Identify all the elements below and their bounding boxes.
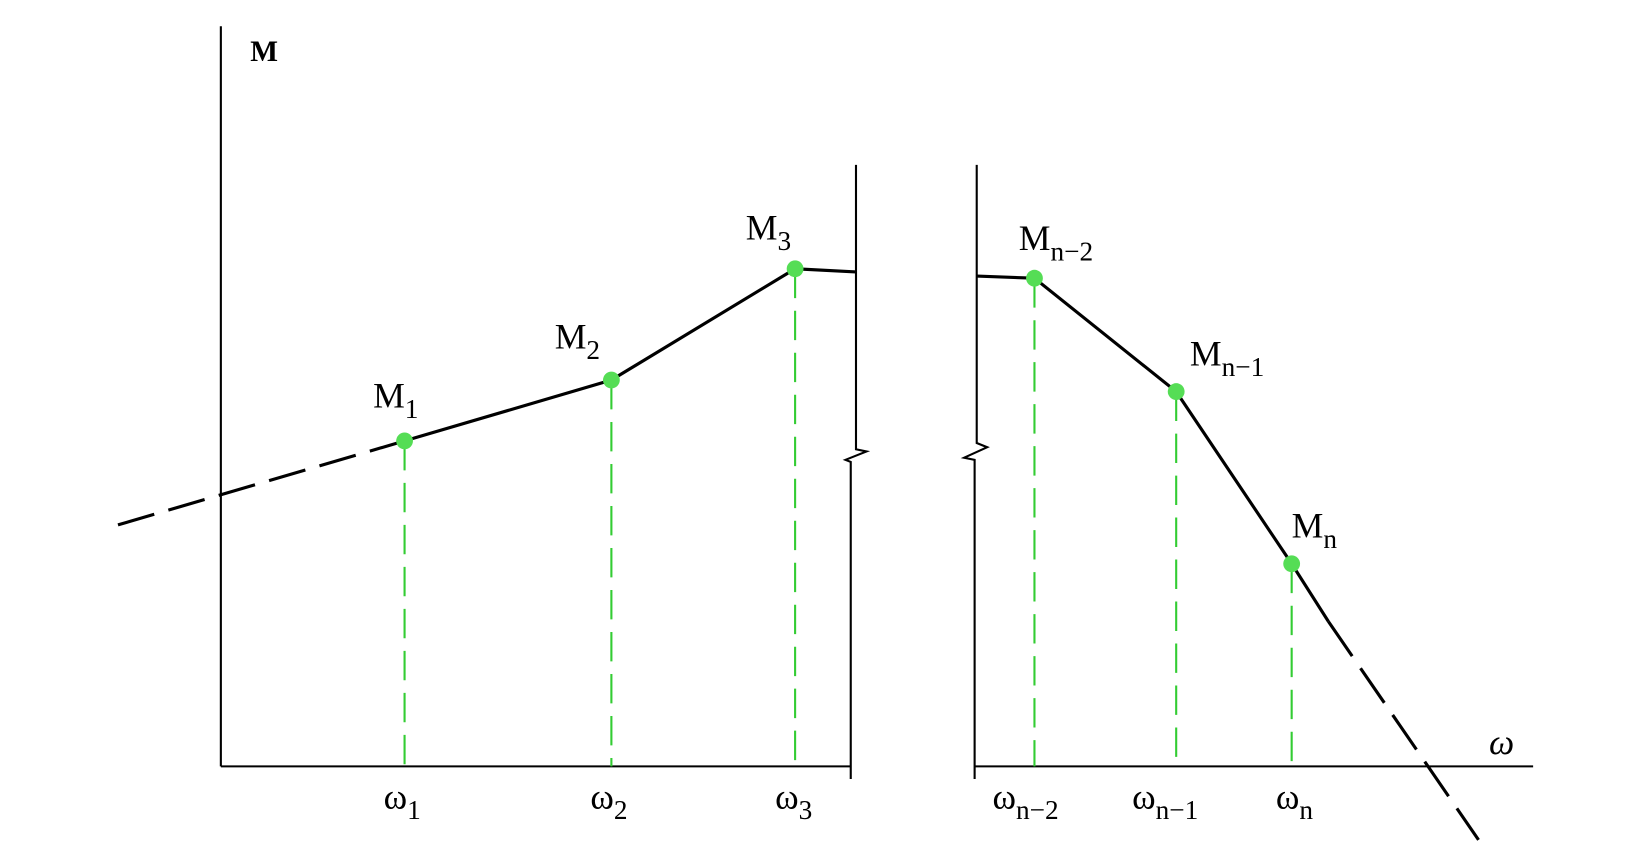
omega-label: ω2 [590, 776, 627, 824]
point-label-sub: n−1 [1222, 352, 1265, 382]
omega-label-sub: 2 [614, 795, 628, 825]
break-left [842, 164, 871, 779]
axes [219, 26, 1534, 779]
omega-label-sub: n−1 [1156, 795, 1199, 825]
break-right [960, 164, 990, 779]
curve [117, 267, 1480, 841]
point-label-sub: 2 [586, 335, 600, 365]
point [786, 260, 804, 278]
omega-label-base: ω [1132, 776, 1156, 816]
point [1026, 269, 1043, 287]
omega-label-base: ω [775, 776, 799, 816]
point-label-sub: 1 [405, 394, 419, 424]
omega-label: ω1 [384, 776, 421, 824]
curve-dashed [1327, 620, 1480, 841]
point-label-sub: 3 [777, 226, 791, 256]
omega-label: ω3 [775, 776, 812, 824]
omega-label-base: ω [590, 776, 614, 816]
omega-label-base: ω [992, 776, 1016, 816]
point-label: M2 [555, 317, 600, 365]
point [1283, 555, 1301, 573]
curve-solid [404, 267, 857, 443]
point-label: M3 [746, 207, 791, 255]
point-label-base: M [1190, 333, 1222, 373]
point-label: Mn−1 [1190, 333, 1264, 381]
y-axis-label: M [250, 36, 278, 68]
point-label-base: M [1292, 506, 1324, 546]
curve-solid [976, 274, 1330, 623]
point-label-sub: n [1323, 524, 1337, 554]
curve-dashed [117, 439, 406, 527]
point-label-base: M [746, 207, 778, 247]
point [396, 432, 413, 450]
omega-label: ωn [1276, 776, 1314, 824]
omega-label-sub: 3 [799, 795, 813, 825]
omega-label-sub: n [1299, 795, 1313, 825]
x-axis-label: ω [1489, 722, 1514, 762]
omega-label: ωn−2 [992, 776, 1058, 824]
point-label: Mn [1292, 506, 1338, 554]
point [602, 371, 620, 389]
point-label: Mn−2 [1019, 218, 1093, 266]
omega-label-base: ω [384, 776, 407, 816]
point-label-base: M [373, 375, 405, 415]
point-label-sub: n−2 [1050, 236, 1093, 266]
point [1167, 383, 1185, 400]
point-label-base: M [555, 317, 587, 357]
point-label-base: M [1019, 218, 1051, 258]
omega-label-sub: n−2 [1016, 795, 1059, 825]
omega-label-sub: 1 [407, 795, 421, 825]
omega-label-base: ω [1276, 776, 1300, 816]
point-label: M1 [373, 375, 418, 423]
omega-label: ωn−1 [1132, 776, 1198, 824]
